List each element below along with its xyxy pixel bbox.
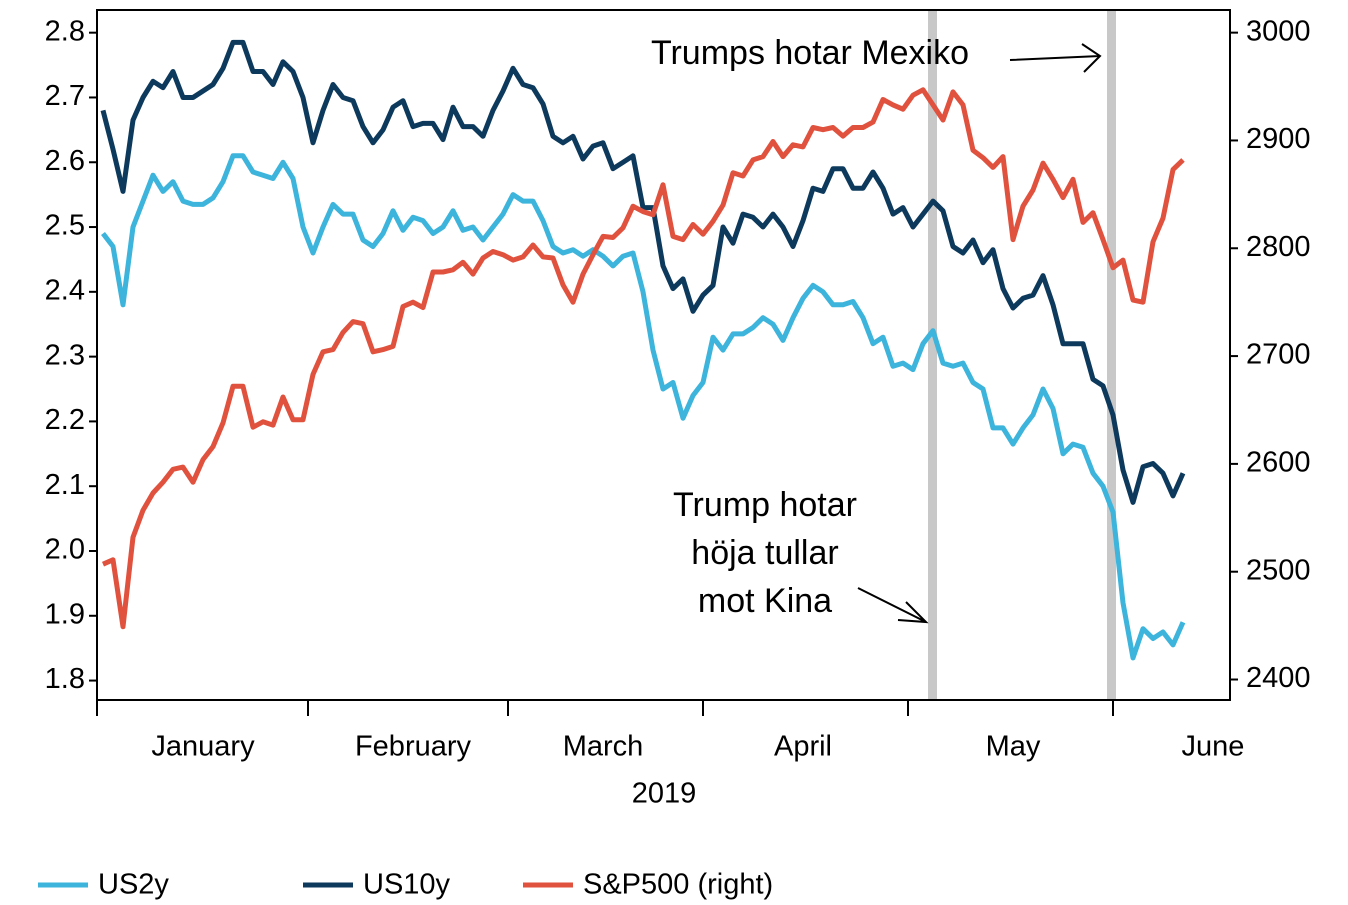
x-tick-label: April (774, 731, 832, 763)
y-tick-label: 2.3 (45, 339, 85, 371)
x-tick-label: January (151, 731, 255, 763)
legend-label: US10y (363, 869, 451, 901)
x-axis-label: 2019 (632, 778, 697, 810)
annotation: Trumps hotar Mexiko (651, 34, 969, 72)
y2-tick-label: 2600 (1246, 447, 1311, 479)
y-tick-label: 2.0 (45, 534, 85, 566)
y2-tick-label: 2900 (1246, 123, 1311, 155)
series-line (101, 87, 1185, 630)
annotation-arrow (1009, 43, 1102, 73)
y2-tick-label: 3000 (1246, 15, 1311, 47)
plot-frame (96, 9, 1231, 701)
annotation: höja tullar (691, 534, 838, 572)
y-tick-label: 2.1 (45, 469, 85, 501)
annotation: mot Kina (698, 582, 832, 620)
series-line (100, 39, 1186, 505)
event-band (928, 10, 937, 700)
y-tick-label: 2.8 (45, 15, 85, 47)
y2-tick-label: 2700 (1246, 339, 1311, 371)
y-tick-label: 2.5 (45, 210, 85, 242)
x-tick-label: March (563, 731, 644, 763)
y2-tick-label: 2800 (1246, 231, 1311, 263)
y2-tick-label: 2400 (1246, 662, 1311, 694)
event-band (1107, 10, 1116, 700)
legend-label: US2y (98, 869, 169, 901)
legend-label: S&P500 (right) (583, 869, 773, 901)
y-tick-label: 2.6 (45, 145, 85, 177)
y-tick-label: 2.4 (45, 274, 85, 306)
y-tick-label: 2.2 (45, 404, 85, 436)
annotation: Trump hotar (673, 486, 857, 524)
series-line (101, 153, 1186, 661)
y-tick-label: 1.8 (45, 663, 85, 695)
annotation-arrow (857, 587, 929, 624)
x-tick-label: June (1182, 731, 1245, 763)
x-tick-label: February (355, 731, 472, 763)
y-tick-label: 2.7 (45, 80, 85, 112)
x-tick-label: May (986, 731, 1041, 763)
y-tick-label: 1.9 (45, 598, 85, 630)
y2-tick-label: 2500 (1246, 554, 1311, 586)
